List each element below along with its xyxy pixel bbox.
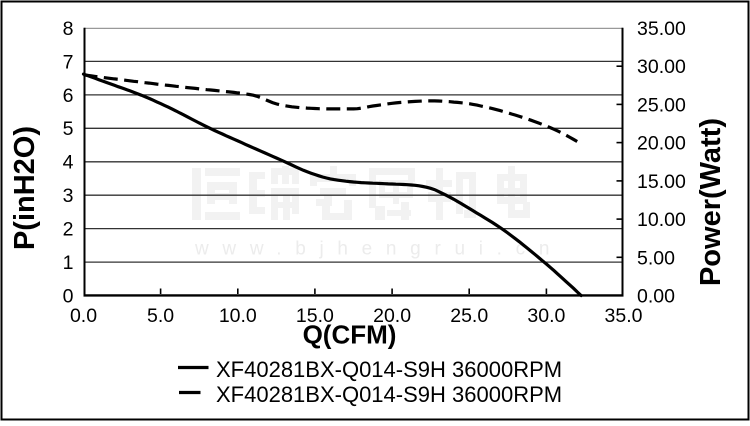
svg-text:10.00: 10.00	[637, 209, 686, 231]
svg-text:www.bjhengrui.cn: www.bjhengrui.cn	[194, 239, 563, 260]
svg-text:XF40281BX-Q014-S9H 36000RPM: XF40281BX-Q014-S9H 36000RPM	[216, 382, 562, 407]
svg-text:5.00: 5.00	[637, 247, 675, 269]
svg-text:1: 1	[63, 252, 74, 274]
svg-text:0.0: 0.0	[70, 305, 97, 327]
svg-text:0: 0	[63, 285, 74, 307]
svg-text:7: 7	[63, 51, 74, 73]
svg-text:Q(CFM): Q(CFM)	[303, 319, 397, 349]
svg-text:5.0: 5.0	[147, 305, 174, 327]
svg-text:5: 5	[63, 118, 74, 140]
svg-text:2: 2	[63, 219, 74, 241]
svg-text:35.00: 35.00	[637, 18, 686, 40]
svg-text:15.0: 15.0	[296, 305, 334, 327]
svg-text:25.0: 25.0	[450, 305, 488, 327]
svg-text:20.00: 20.00	[637, 133, 686, 155]
svg-text:4: 4	[63, 152, 74, 174]
svg-text:30.00: 30.00	[637, 56, 686, 78]
svg-text:20.0: 20.0	[373, 305, 411, 327]
svg-text:15.00: 15.00	[637, 171, 686, 193]
svg-text:XF40281BX-Q014-S9H 36000RPM: XF40281BX-Q014-S9H 36000RPM	[216, 357, 562, 382]
svg-text:30.0: 30.0	[527, 305, 565, 327]
svg-text:0.00: 0.00	[637, 286, 675, 308]
svg-text:25.00: 25.00	[637, 94, 686, 116]
svg-text:8: 8	[63, 18, 74, 40]
svg-text:3: 3	[63, 185, 74, 207]
svg-text:Power(Watt): Power(Watt)	[695, 118, 727, 286]
svg-text:P(inH2O): P(inH2O)	[9, 126, 41, 250]
svg-text:10.0: 10.0	[219, 305, 257, 327]
svg-text:35.0: 35.0	[605, 305, 643, 327]
svg-text:6: 6	[63, 85, 74, 107]
